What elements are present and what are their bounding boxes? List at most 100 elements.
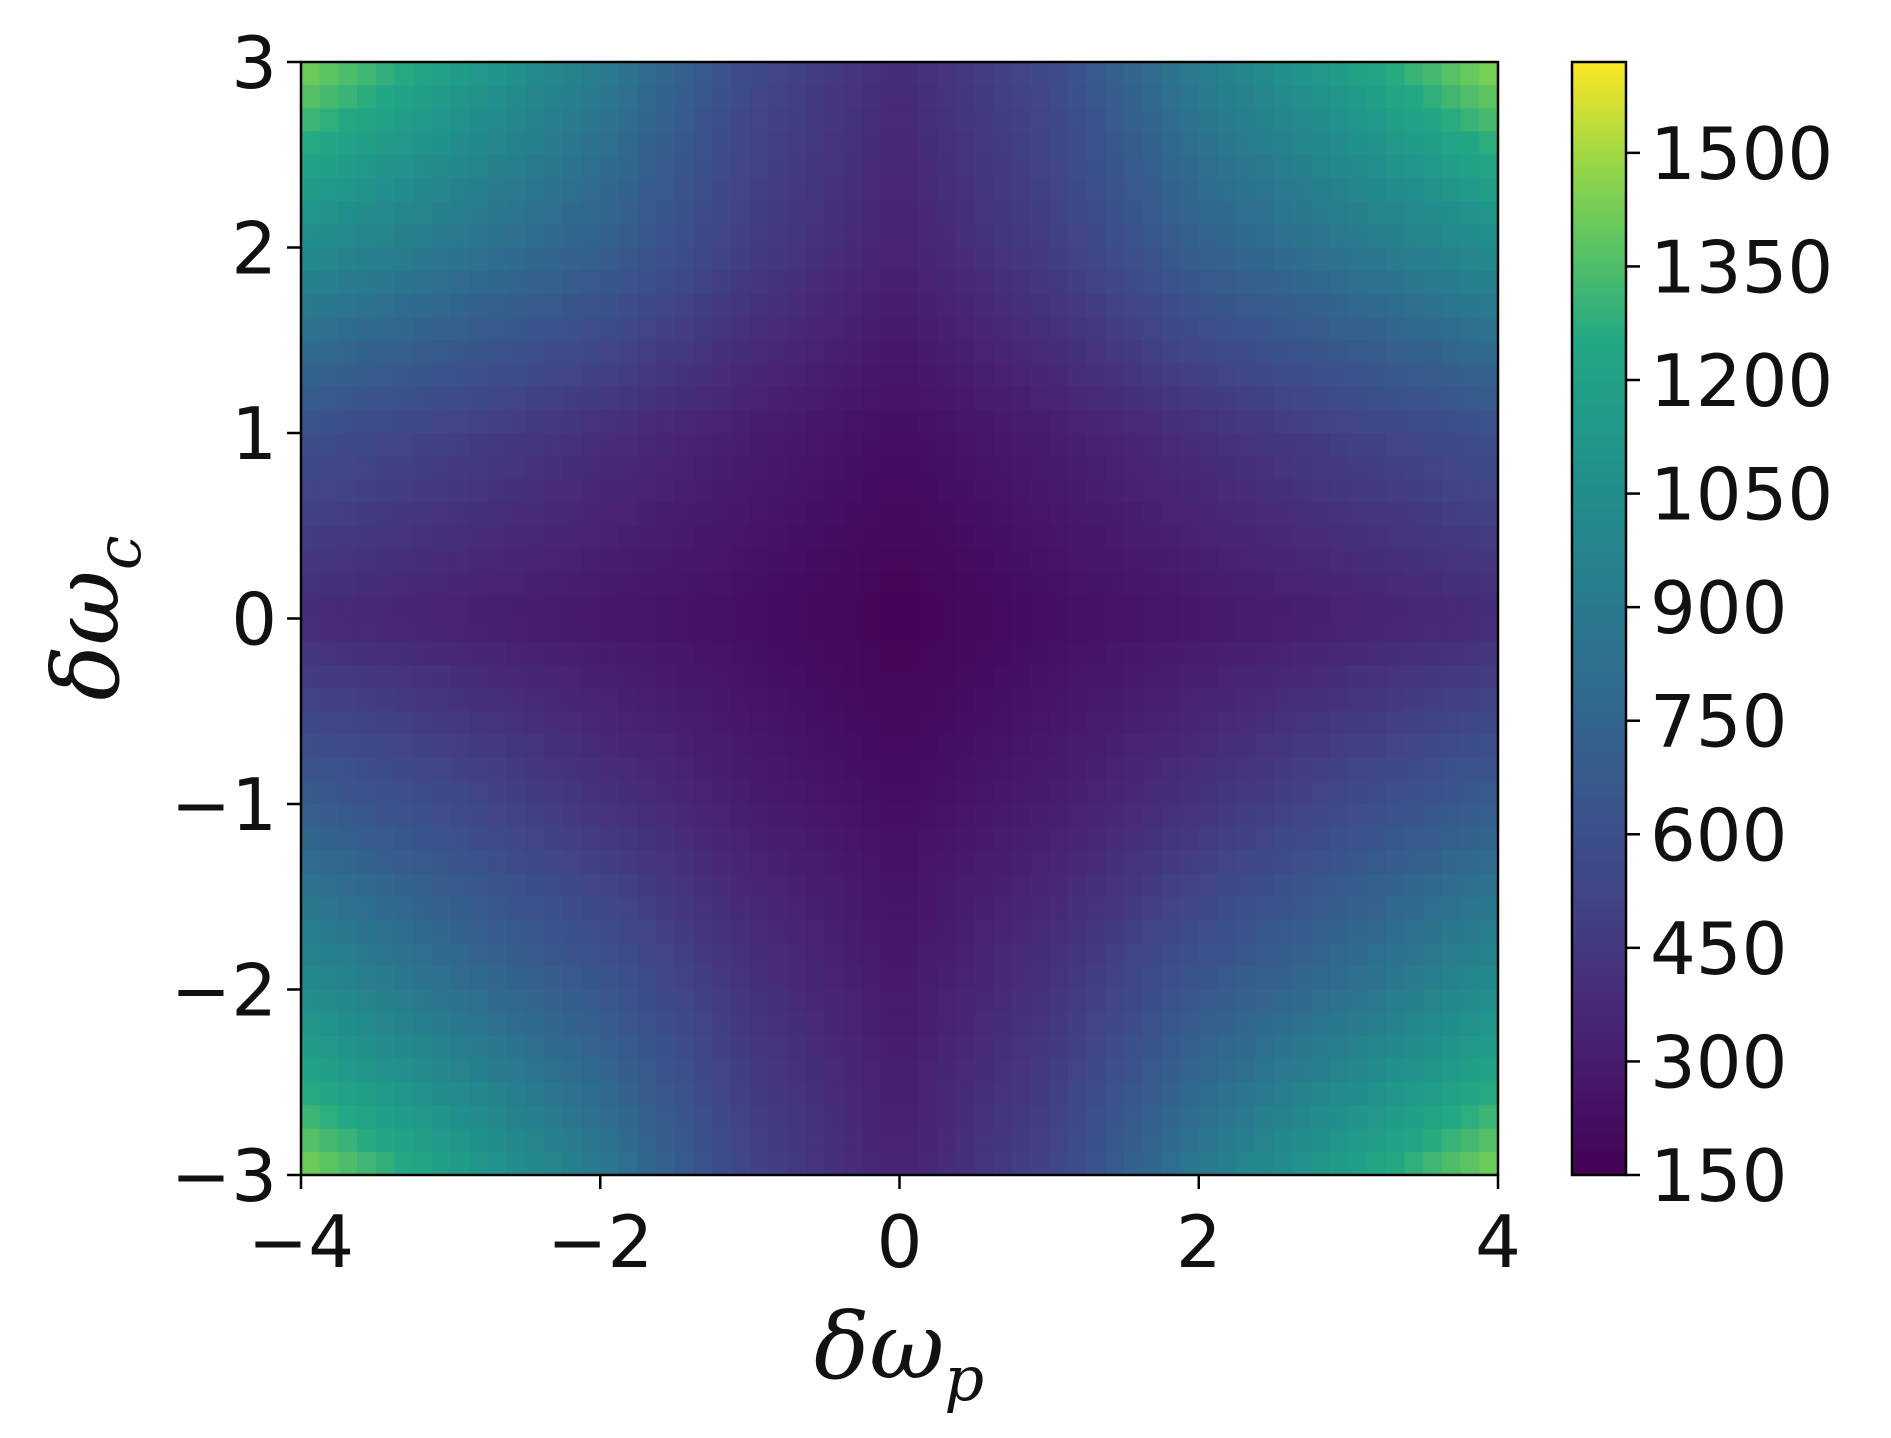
heatmap-cell (301, 850, 321, 875)
heatmap-cell (787, 827, 807, 851)
heatmap-cell (562, 108, 583, 133)
heatmap-cell (525, 734, 545, 759)
heatmap-cell (488, 340, 508, 365)
heatmap-cell (450, 340, 470, 365)
heatmap-cell (1030, 1105, 1050, 1130)
heatmap-cell (787, 548, 807, 573)
heatmap-cell (936, 595, 957, 620)
heatmap-cell (1310, 618, 1331, 643)
heatmap-cell (731, 711, 751, 736)
heatmap-cell (1404, 1059, 1424, 1083)
heatmap-cell (431, 108, 452, 133)
heatmap-cell (1180, 1012, 1200, 1037)
heatmap-cell (731, 62, 751, 86)
heatmap-cell (787, 62, 807, 86)
heatmap-cell (731, 224, 751, 249)
heatmap-cell (1460, 1151, 1480, 1176)
heatmap-cell (1105, 85, 1125, 109)
heatmap-cell (1217, 433, 1237, 457)
heatmap-cell (581, 247, 601, 272)
heatmap-cell (375, 664, 396, 689)
heatmap-cell (1423, 664, 1443, 689)
heatmap-cell (1123, 641, 1144, 666)
heatmap-cell (1348, 293, 1368, 318)
heatmap-cell (1123, 247, 1144, 272)
heatmap-cell (918, 664, 938, 689)
heatmap-cell (1123, 618, 1144, 643)
heatmap-cell (1404, 1035, 1424, 1060)
heatmap-cell (1198, 780, 1219, 805)
heatmap-cell (1161, 433, 1181, 457)
heatmap-cell (562, 456, 583, 480)
heatmap-cell (787, 1059, 807, 1083)
heatmap-cell (675, 804, 695, 828)
heatmap-cell (319, 641, 339, 666)
heatmap-cell (338, 62, 358, 86)
heatmap-cell (1161, 62, 1181, 86)
heatmap-cell (338, 943, 358, 967)
heatmap-cell (301, 827, 321, 851)
heatmap-cell (656, 850, 676, 875)
heatmap-cell (1198, 1128, 1219, 1153)
heatmap-cell (1329, 873, 1349, 898)
heatmap-cell (338, 177, 358, 202)
heatmap-cell (1292, 363, 1312, 388)
heatmap-cell (1198, 456, 1219, 480)
heatmap-cell (1161, 1151, 1181, 1176)
heatmap-cell (1105, 108, 1125, 133)
heatmap-cell (787, 409, 807, 434)
heatmap-cell (955, 850, 975, 875)
heatmap-cell (656, 433, 676, 457)
heatmap-cell (1086, 827, 1106, 851)
heatmap-cell (1479, 711, 1499, 736)
heatmap-cell (731, 1059, 751, 1083)
heatmap-cell (824, 1035, 844, 1060)
heatmap-cell (600, 177, 620, 202)
heatmap-cell (656, 131, 676, 156)
heatmap-cell (824, 1105, 844, 1130)
heatmap-cell (843, 1082, 863, 1107)
heatmap-cell (1273, 572, 1293, 596)
heatmap-cell (600, 1151, 620, 1176)
heatmap-cell (1105, 409, 1125, 434)
heatmap-cell (712, 525, 732, 550)
heatmap-cell (394, 154, 414, 179)
heatmap-cell (525, 62, 545, 86)
heatmap-cell (936, 247, 957, 272)
heatmap-cell (974, 989, 994, 1014)
heatmap-cell (1142, 873, 1162, 898)
heatmap-cell (600, 548, 620, 573)
heatmap-cell (394, 711, 414, 736)
heatmap-cell (1292, 1035, 1312, 1060)
heatmap-cell (749, 1151, 770, 1176)
heatmap-cell (712, 247, 732, 272)
heatmap-cell (880, 873, 901, 898)
heatmap-cell (1142, 966, 1162, 991)
heatmap-cell (1385, 1151, 1406, 1176)
heatmap-cell (899, 966, 919, 991)
heatmap-cell (1030, 293, 1050, 318)
heatmap-cell (1123, 688, 1144, 712)
heatmap-cell (1460, 1128, 1480, 1153)
heatmap-cell (469, 154, 489, 179)
heatmap-cell (768, 433, 788, 457)
heatmap-cell (955, 827, 975, 851)
heatmap-cell (880, 154, 901, 179)
heatmap-cell (469, 340, 489, 365)
heatmap-cell (1067, 873, 1088, 898)
heatmap-cell (1217, 1105, 1237, 1130)
heatmap-cell (656, 1082, 676, 1107)
heatmap-cell (394, 525, 414, 550)
heatmap-cell (1217, 247, 1237, 272)
heatmap-cell (955, 664, 975, 689)
heatmap-cell (1198, 1012, 1219, 1037)
heatmap-cell (1329, 989, 1349, 1014)
heatmap-cell (731, 943, 751, 967)
heatmap-cell (450, 154, 470, 179)
heatmap-cell (955, 548, 975, 573)
heatmap-cell (301, 641, 321, 666)
heatmap-cell (880, 270, 901, 295)
heatmap-cell (469, 1151, 489, 1176)
heatmap-cell (319, 827, 339, 851)
heatmap-cell (1049, 108, 1069, 133)
